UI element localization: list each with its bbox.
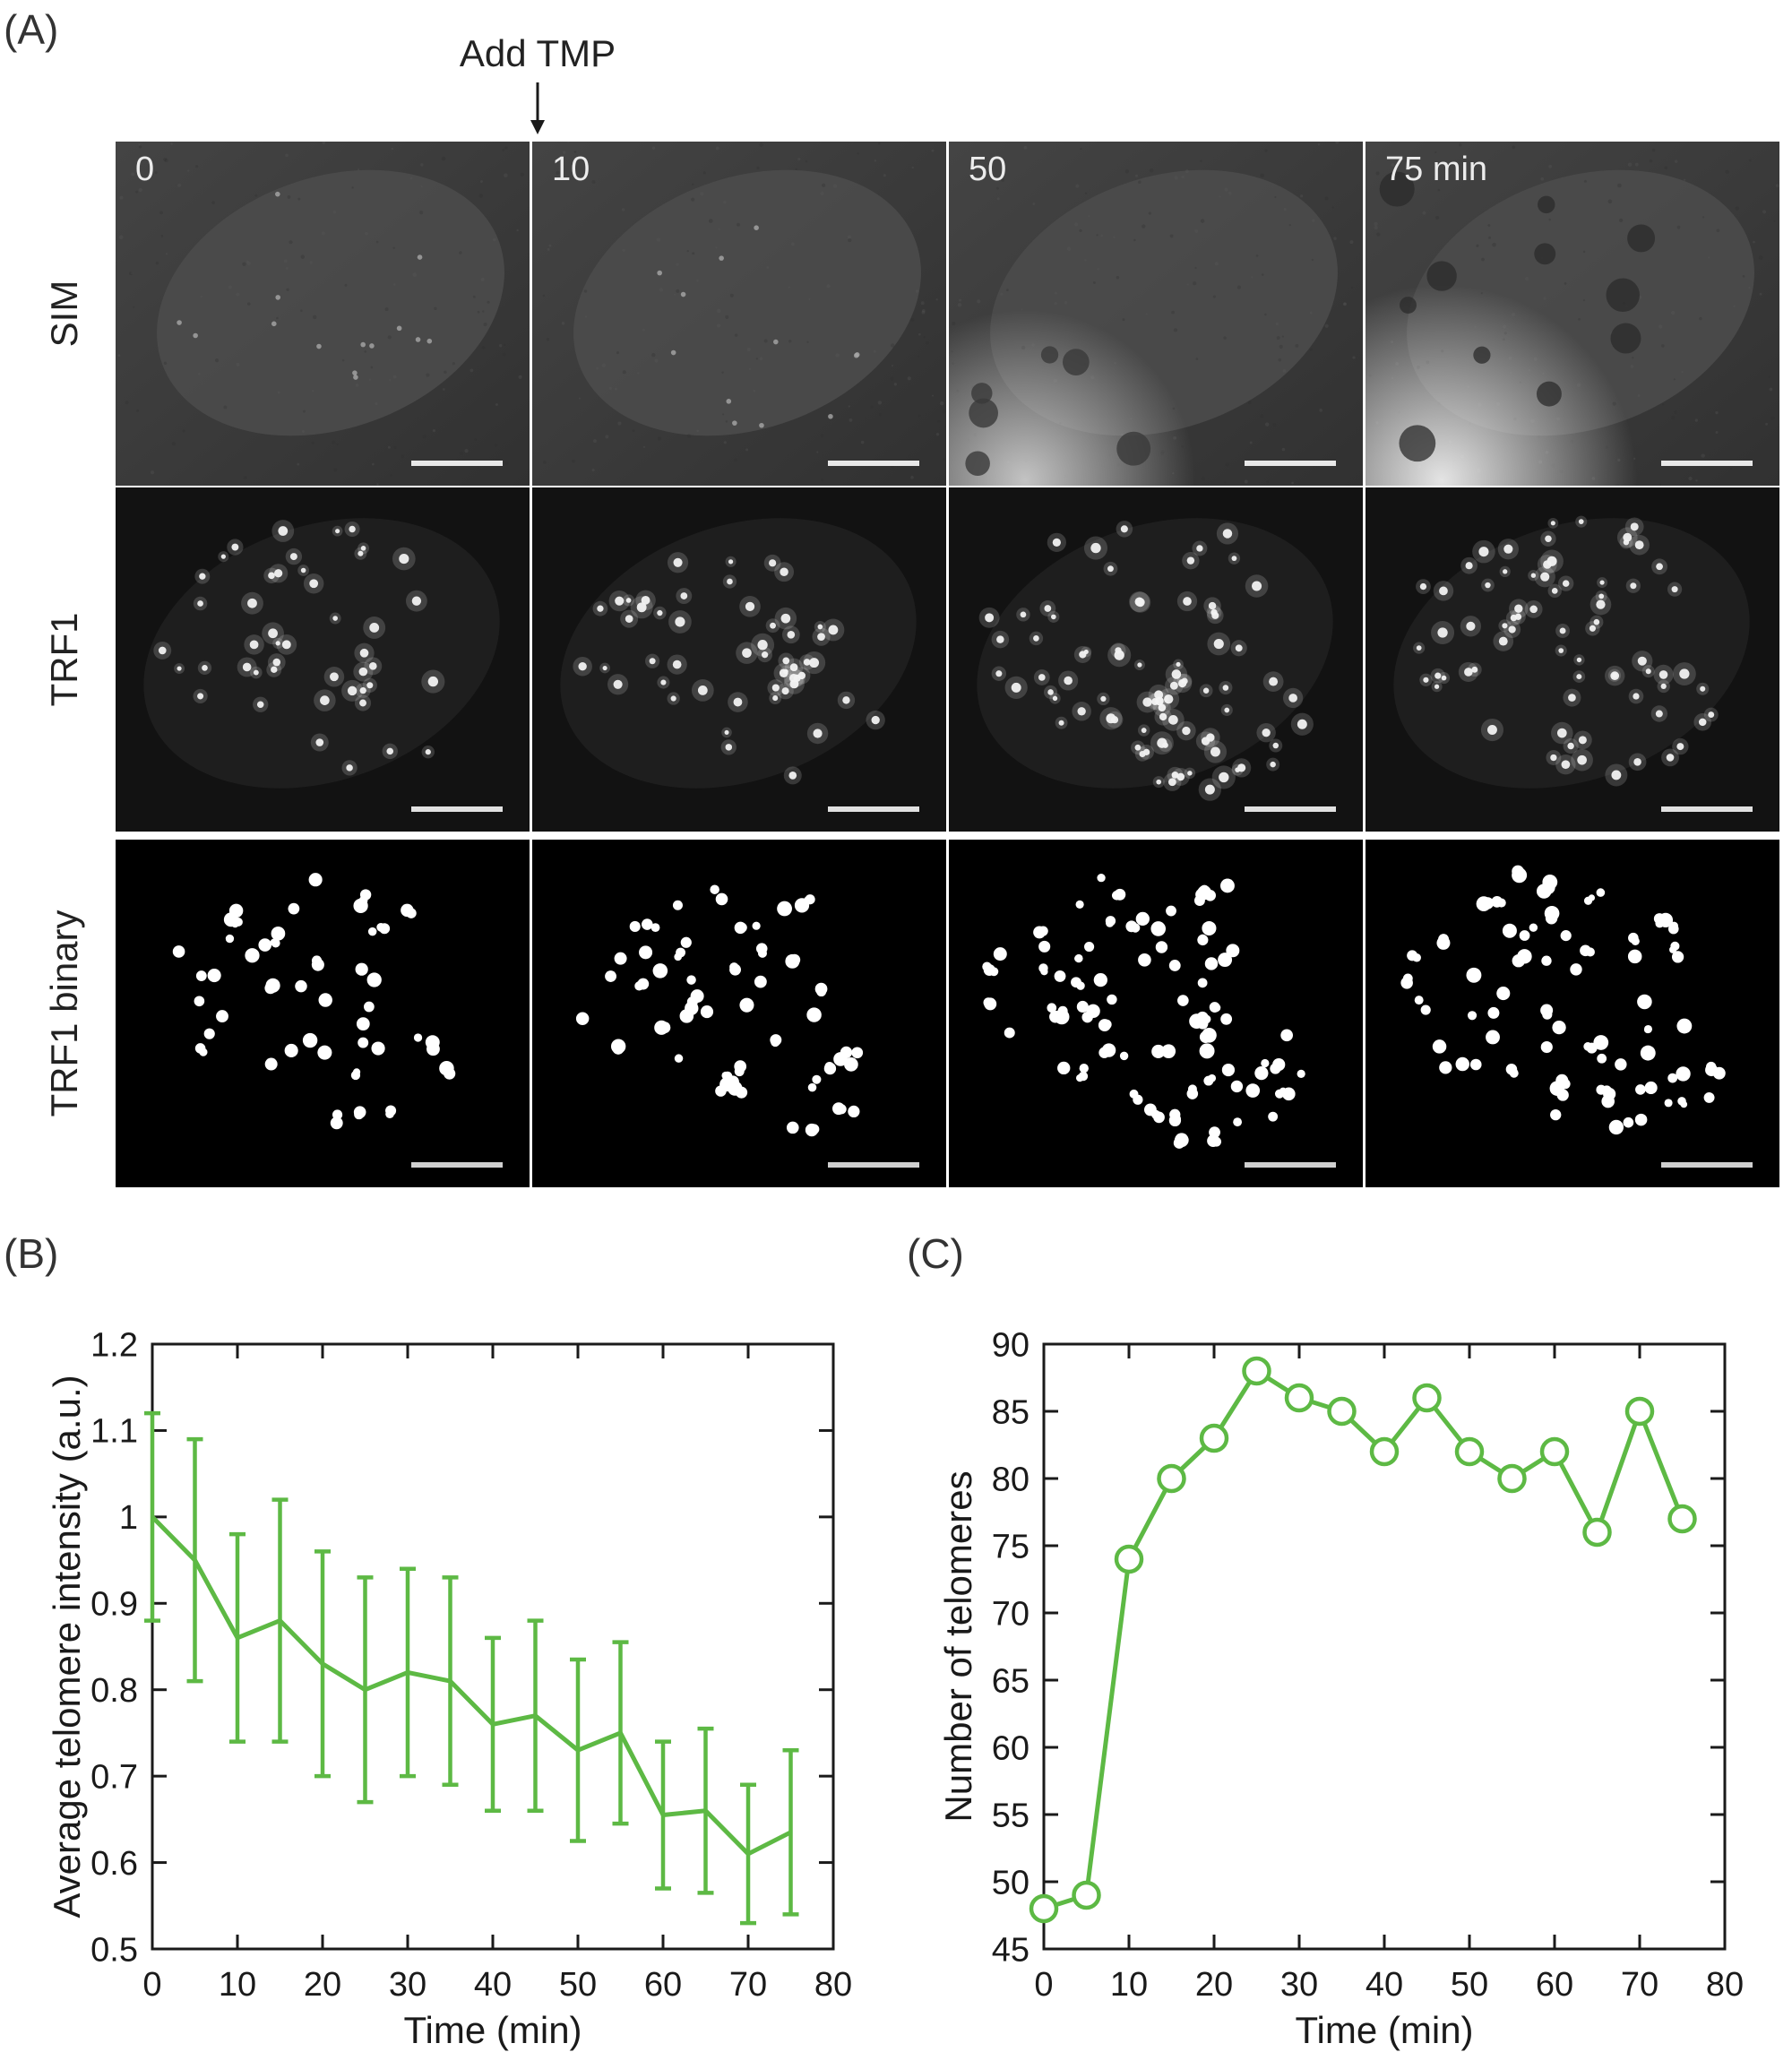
row-label-trf1-binary: TRF1 binary xyxy=(43,910,85,1117)
svg-text:60: 60 xyxy=(1536,1966,1573,2004)
svg-text:0: 0 xyxy=(142,1966,161,2004)
sim-image-0min: 0 xyxy=(116,142,530,486)
svg-text:20: 20 xyxy=(304,1966,341,2004)
trf1-image-row xyxy=(116,487,1779,832)
svg-text:0.6: 0.6 xyxy=(90,1845,138,1883)
svg-text:70: 70 xyxy=(992,1595,1030,1633)
svg-text:75: 75 xyxy=(992,1528,1030,1565)
panel-a-label: (A) xyxy=(4,6,59,53)
svg-text:Time (min): Time (min) xyxy=(1295,2009,1473,2051)
svg-text:30: 30 xyxy=(389,1966,426,2004)
svg-text:10: 10 xyxy=(1110,1966,1148,2004)
row-label-trf1: TRF1 xyxy=(43,612,85,707)
trf1-binary-image-0min xyxy=(116,840,530,1187)
trf1-image-75min xyxy=(1366,487,1779,832)
add-tmp-arrow-icon xyxy=(530,82,545,134)
svg-text:80: 80 xyxy=(1706,1966,1744,2004)
trf1-binary-image-10min xyxy=(532,840,946,1187)
svg-text:Average telomere intensity (a.: Average telomere intensity (a.u.) xyxy=(49,1375,88,1918)
trf1-image-50min xyxy=(949,487,1363,832)
svg-text:60: 60 xyxy=(644,1966,682,2004)
svg-text:50: 50 xyxy=(992,1864,1030,1901)
trf1-binary-image-50min xyxy=(949,840,1363,1187)
time-label: 75 min xyxy=(1385,151,1488,188)
svg-text:50: 50 xyxy=(559,1966,597,2004)
svg-text:1: 1 xyxy=(119,1499,138,1537)
trf1-binary-image-75min xyxy=(1366,840,1779,1187)
svg-text:65: 65 xyxy=(992,1662,1030,1700)
svg-text:80: 80 xyxy=(814,1966,852,2004)
svg-text:55: 55 xyxy=(992,1797,1030,1834)
trf1-image-0min xyxy=(116,487,530,832)
sim-image-50min: 50 xyxy=(949,142,1363,486)
svg-text:0.8: 0.8 xyxy=(90,1672,138,1710)
svg-text:Number of telomeres: Number of telomeres xyxy=(941,1470,979,1822)
svg-text:10: 10 xyxy=(219,1966,256,2004)
trf1-image-10min xyxy=(532,487,946,832)
add-tmp-annotation: Add TMP xyxy=(459,32,616,74)
time-label: 10 xyxy=(552,151,590,188)
svg-text:85: 85 xyxy=(992,1393,1030,1431)
svg-text:1.1: 1.1 xyxy=(90,1413,138,1451)
time-label: 0 xyxy=(135,151,155,188)
svg-text:0.5: 0.5 xyxy=(90,1931,138,1969)
sim-image-row: 0 10 50 75 min xyxy=(116,142,1779,486)
svg-text:40: 40 xyxy=(474,1966,512,2004)
svg-text:80: 80 xyxy=(992,1461,1030,1498)
svg-text:20: 20 xyxy=(1195,1966,1233,2004)
svg-text:50: 50 xyxy=(1451,1966,1488,2004)
chart-average-telomere-intensity: 0 10 20 30 40 50 60 70 80 0.5 0.6 0.7 0.8 0.9 1 1.1 1.2 T… xyxy=(49,1326,852,2051)
svg-text:0.9: 0.9 xyxy=(90,1586,138,1624)
svg-text:45: 45 xyxy=(992,1931,1030,1969)
time-label: 50 xyxy=(969,151,1007,188)
svg-text:1.2: 1.2 xyxy=(90,1326,138,1364)
panel-b-label: (B) xyxy=(4,1230,59,1277)
svg-text:0: 0 xyxy=(1034,1966,1053,2004)
svg-text:70: 70 xyxy=(729,1966,767,2004)
svg-text:90: 90 xyxy=(992,1326,1030,1364)
panel-c-label: (C) xyxy=(907,1230,964,1277)
sim-image-75min: 75 min xyxy=(1366,142,1779,486)
trf1-binary-image-row xyxy=(116,840,1779,1187)
svg-text:70: 70 xyxy=(1621,1966,1658,2004)
svg-text:Time (min): Time (min) xyxy=(403,2009,582,2051)
svg-text:40: 40 xyxy=(1366,1966,1403,2004)
sim-image-10min: 10 xyxy=(532,142,946,486)
chart-number-of-telomeres: 0 10 20 30 40 50 60 70 80 45 50 55 60 65 70 75 80 85 90 Tim… xyxy=(941,1326,1744,2051)
row-label-sim: SIM xyxy=(43,280,85,348)
svg-text:30: 30 xyxy=(1280,1966,1318,2004)
svg-text:60: 60 xyxy=(992,1729,1030,1767)
svg-text:0.7: 0.7 xyxy=(90,1758,138,1796)
